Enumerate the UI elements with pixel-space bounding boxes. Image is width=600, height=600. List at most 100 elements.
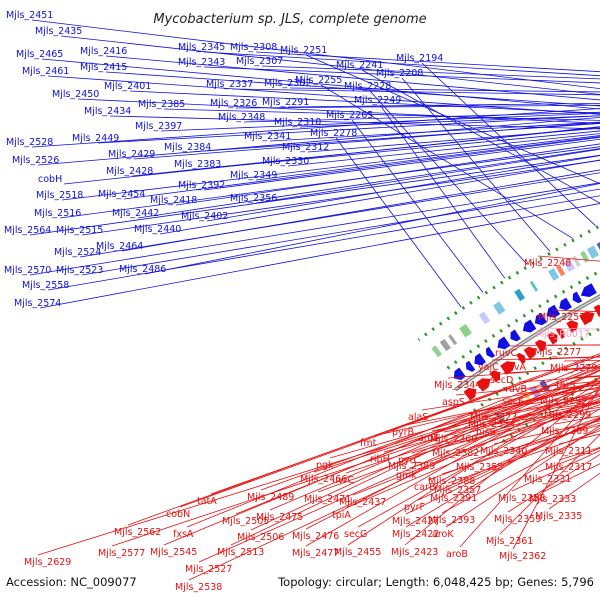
forward-gene-label: Mjls_2255: [295, 75, 342, 86]
reverse-gene-label: Mjls_2476: [292, 531, 339, 542]
forward-leader-line: [81, 159, 600, 236]
reverse-gene-label: aspS: [442, 397, 465, 408]
reverse-gene-10: [579, 311, 595, 326]
reverse-gene-label: secG: [344, 529, 367, 540]
reverse-leader-line: [507, 453, 600, 513]
forward-leader-line: [235, 104, 600, 109]
forward-gene-label: Mjls_2451: [6, 10, 53, 21]
reverse-gene-label: secD: [490, 375, 513, 386]
forward-gene-label: Mjls_2345: [178, 42, 225, 53]
reverse-gene-label: pyrF: [404, 502, 425, 513]
reverse-gene-label: Mjls_2279: [550, 363, 597, 374]
forward-leader-line: [299, 115, 600, 128]
outer-feature-7: [529, 280, 539, 292]
reverse-gene-label: aroE: [418, 433, 439, 444]
reverse-gene-label: Mjls_2423: [391, 547, 438, 558]
forward-gene-label: Mjls_2337: [206, 79, 253, 90]
forward-leader-line: [361, 69, 600, 204]
outer-feature-4: [478, 311, 491, 325]
reverse-leader-line: [127, 353, 600, 526]
outer-feature-1: [439, 338, 451, 352]
forward-gene-label: Mjls_2416: [80, 46, 127, 57]
reverse-gene-label: ruvA: [504, 362, 527, 373]
forward-gene-label: Mjls_2194: [396, 53, 443, 64]
reverse-leader-line: [347, 381, 600, 546]
reverse-leader-line: [443, 419, 600, 492]
reverse-leader-line: [111, 392, 575, 547]
reverse-gene-label: Mjls_2317: [545, 462, 592, 473]
forward-gene-label: Mjls_2442: [112, 208, 159, 219]
forward-gene-0: [453, 367, 466, 380]
forward-leader-line: [243, 111, 600, 123]
forward-gene-label: Mjls_2302: [264, 78, 311, 89]
forward-leader-line: [379, 104, 506, 279]
forward-gene-label: Mjls_2310: [274, 117, 321, 128]
reverse-gene-label: Mjls_2477: [292, 548, 339, 559]
reverse-leader-line: [404, 385, 600, 546]
forward-gene-2: [474, 353, 486, 366]
reverse-gene-label: Mjls_2335: [535, 511, 582, 522]
reverse-leader-line: [357, 392, 600, 528]
reverse-leader-line: [401, 402, 600, 460]
forward-gene-label: Mjls_2524: [54, 247, 101, 258]
forward-leader-line: [163, 108, 600, 121]
reverse-gene-label: uvrC: [332, 475, 355, 486]
outer-feature-0: [431, 345, 442, 358]
reverse-leader-line: [405, 417, 600, 515]
forward-leader-line: [79, 172, 600, 258]
forward-leader-line: [105, 55, 600, 101]
reverse-gene-label: Mjls_2475: [256, 512, 303, 523]
outer-feature-9: [555, 264, 566, 277]
reverse-gene-label: tpiA: [332, 510, 351, 521]
forward-leader-line: [255, 51, 600, 73]
forward-leader-line: [189, 123, 600, 153]
forward-gene-label: Mjls_2450: [52, 89, 99, 100]
forward-leader-line: [175, 143, 600, 206]
reverse-gene-7: [546, 332, 558, 345]
reverse-leader-line: [405, 386, 600, 426]
reverse-leader-line: [305, 376, 600, 530]
reverse-leader-line: [186, 360, 600, 528]
outer-feature-3: [459, 323, 472, 338]
reverse-gene-label: hisS: [476, 427, 496, 438]
forward-leader-line: [29, 154, 600, 236]
reverse-gene-label: Mjls_2489: [247, 492, 294, 503]
forward-leader-line: [335, 137, 462, 308]
forward-leader-line: [421, 62, 596, 227]
reverse-gene-label: Mjls_2361: [486, 536, 533, 547]
reverse-leader-line: [445, 425, 600, 528]
forward-leader-line: [144, 183, 600, 275]
rna-gene-label: Mjls_R0017: [536, 329, 590, 340]
forward-leader-line: [77, 98, 600, 124]
forward-gene-label: Mjls_2486: [119, 264, 166, 275]
forward-gene-6: [522, 319, 537, 333]
forward-leader-line: [255, 148, 600, 204]
outer-feature-11: [572, 255, 581, 267]
reverse-leader-line: [313, 380, 600, 473]
forward-gene-label: Mjls_2518: [36, 190, 83, 201]
label-leader-lines: [29, 19, 600, 581]
reverse-leader-line: [405, 408, 600, 528]
forward-gene-label: Mjls_2241: [336, 60, 383, 71]
forward-gene-label: Mjls_2385: [138, 99, 185, 110]
reverse-gene-label: Mjls_2340: [480, 446, 527, 457]
reverse-leader-line: [260, 367, 600, 491]
reverse-gene-label: Mjls_2277: [534, 347, 581, 358]
forward-gene-label: Mjls_2461: [22, 66, 69, 77]
forward-gene-label: Mjls_2326: [210, 98, 257, 109]
forward-leader-line: [37, 116, 600, 166]
forward-leader-line: [307, 127, 600, 153]
forward-gene-label: Mjls_2392: [178, 180, 225, 191]
forward-leader-line: [137, 148, 600, 219]
forward-gene-label: Mjls_2449: [72, 133, 119, 144]
reverse-leader-line: [188, 413, 544, 581]
reverse-gene-label: Mjls_2257: [538, 312, 585, 323]
forward-gene-label: Mjls_2402: [181, 211, 228, 222]
forward-gene-labels: Mjls_2451 Mjls_2435 Mjls_2465 Mjls_2416 Mjls…: [4, 10, 443, 309]
forward-leader-line: [123, 136, 600, 200]
forward-gene-label: Mjls_2307: [236, 56, 283, 67]
forward-gene-8: [546, 304, 561, 318]
forward-gene-label: Mjls_2464: [96, 241, 143, 252]
reverse-gene-label: carB: [414, 482, 435, 493]
